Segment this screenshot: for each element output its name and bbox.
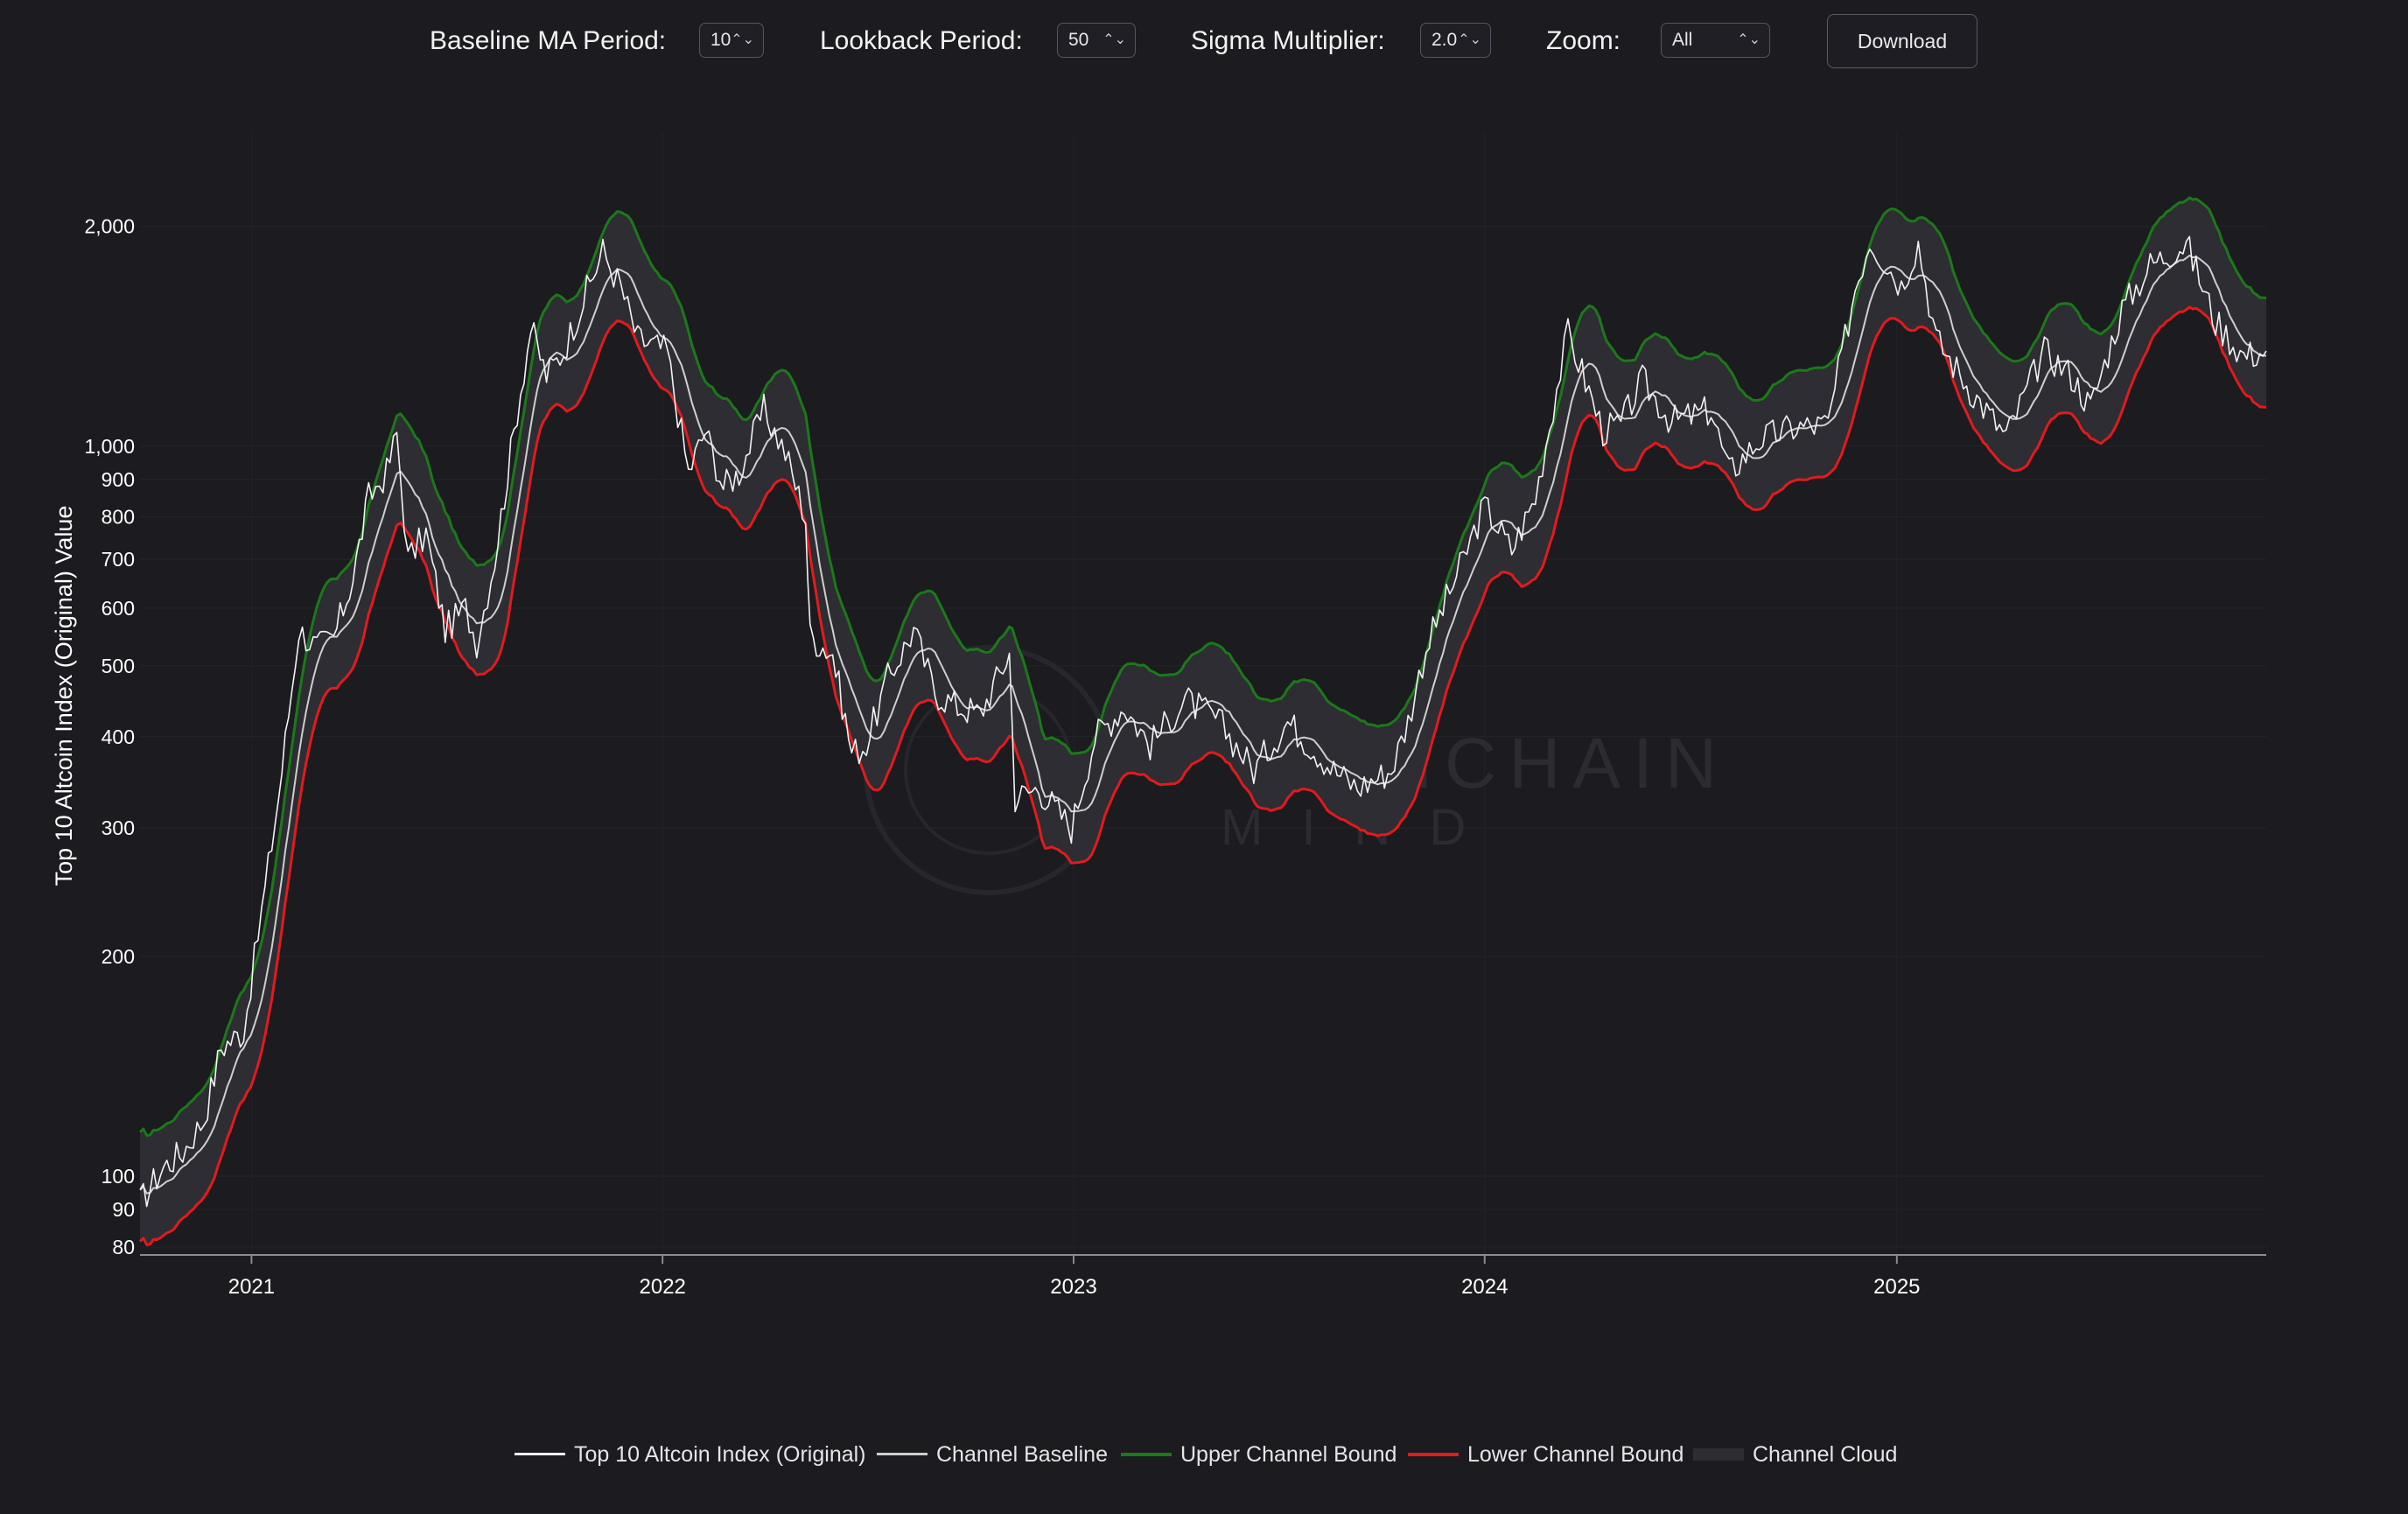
x-tick-label: 2022: [640, 1275, 686, 1299]
channel-cloud: [140, 197, 2266, 1245]
zoom-value: All: [1672, 30, 1693, 50]
baseline-ma-select[interactable]: 10 ⌃⌄: [699, 23, 764, 58]
zoom-label: Zoom:: [1546, 26, 1621, 55]
updown-chevron-icon: ⌃⌄: [731, 32, 754, 47]
baseline-ma-label: Baseline MA Period:: [430, 26, 667, 55]
y-tick-label: 1,000: [84, 435, 135, 458]
altcoin-index-chart: ONCHAIN MIND 809010020030040050060070080…: [51, 196, 2267, 1299]
channel-baseline-line: [139, 255, 2267, 1195]
updown-chevron-icon: ⌃⌄: [1102, 32, 1126, 47]
y-tick-label: 800: [102, 506, 135, 529]
y-tick-label: 600: [102, 597, 135, 620]
x-axis-ticks: 2021 2022 2023 2024 2025: [228, 1255, 1921, 1299]
download-button[interactable]: Download: [1827, 14, 1978, 68]
legend-swatch-index: [514, 1453, 565, 1455]
y-tick-label: 90: [112, 1198, 135, 1221]
x-tick-label: 2025: [1873, 1275, 1920, 1299]
y-tick-label: 500: [102, 655, 135, 677]
lookback-period-select[interactable]: 50 ⌃⌄: [1057, 23, 1136, 58]
updown-chevron-icon: ⌃⌄: [1458, 32, 1481, 47]
updown-chevron-icon: ⌃⌄: [1737, 32, 1760, 47]
legend-label-cloud: Channel Cloud: [1753, 1442, 1898, 1467]
legend-swatch-upper: [1121, 1453, 1172, 1456]
x-tick-label: 2021: [228, 1275, 275, 1299]
legend-swatch-baseline: [877, 1453, 928, 1455]
legend-label-baseline: Channel Baseline: [936, 1442, 1108, 1467]
baseline-ma-value: 10: [710, 30, 732, 50]
legend-label-index: Top 10 Altcoin Index (Original): [574, 1442, 866, 1467]
x-tick-label: 2024: [1461, 1275, 1508, 1299]
sigma-multiplier-select[interactable]: 2.0 ⌃⌄: [1420, 23, 1491, 58]
zoom-select[interactable]: All ⌃⌄: [1661, 23, 1770, 58]
y-tick-label: 400: [102, 725, 135, 748]
y-axis-title: Top 10 Altcoin Index (Original) Value: [51, 506, 77, 887]
y-tick-label: 200: [102, 945, 135, 968]
y-tick-label: 2,000: [84, 215, 135, 238]
altcoin-index-line: [139, 235, 2267, 1208]
legend: Top 10 Altcoin Index (Original) Channel …: [0, 1437, 2408, 1472]
lookback-period-value: 50: [1068, 30, 1089, 50]
lookback-period-label: Lookback Period:: [820, 26, 1023, 55]
legend-swatch-cloud: [1693, 1448, 1744, 1461]
chart-controls: Baseline MA Period: 10 ⌃⌄ Lookback Perio…: [0, 12, 2408, 74]
legend-label-upper: Upper Channel Bound: [1180, 1442, 1397, 1467]
legend-label-lower: Lower Channel Bound: [1467, 1442, 1684, 1467]
sigma-multiplier-label: Sigma Multiplier:: [1191, 26, 1385, 55]
y-tick-label: 80: [112, 1236, 135, 1258]
sigma-multiplier-value: 2.0: [1432, 30, 1458, 50]
y-tick-label: 300: [102, 817, 135, 839]
lower-channel-bound-line: [138, 305, 2267, 1246]
y-tick-label: 900: [102, 468, 135, 491]
y-tick-label: 700: [102, 548, 135, 571]
y-tick-label: 100: [102, 1165, 135, 1188]
legend-swatch-lower: [1408, 1453, 1459, 1456]
x-tick-label: 2023: [1050, 1275, 1096, 1299]
y-axis-ticks: 80 90 100 200 300 400 500 600 700 800 900 1,000 2,00…: [84, 215, 135, 1258]
